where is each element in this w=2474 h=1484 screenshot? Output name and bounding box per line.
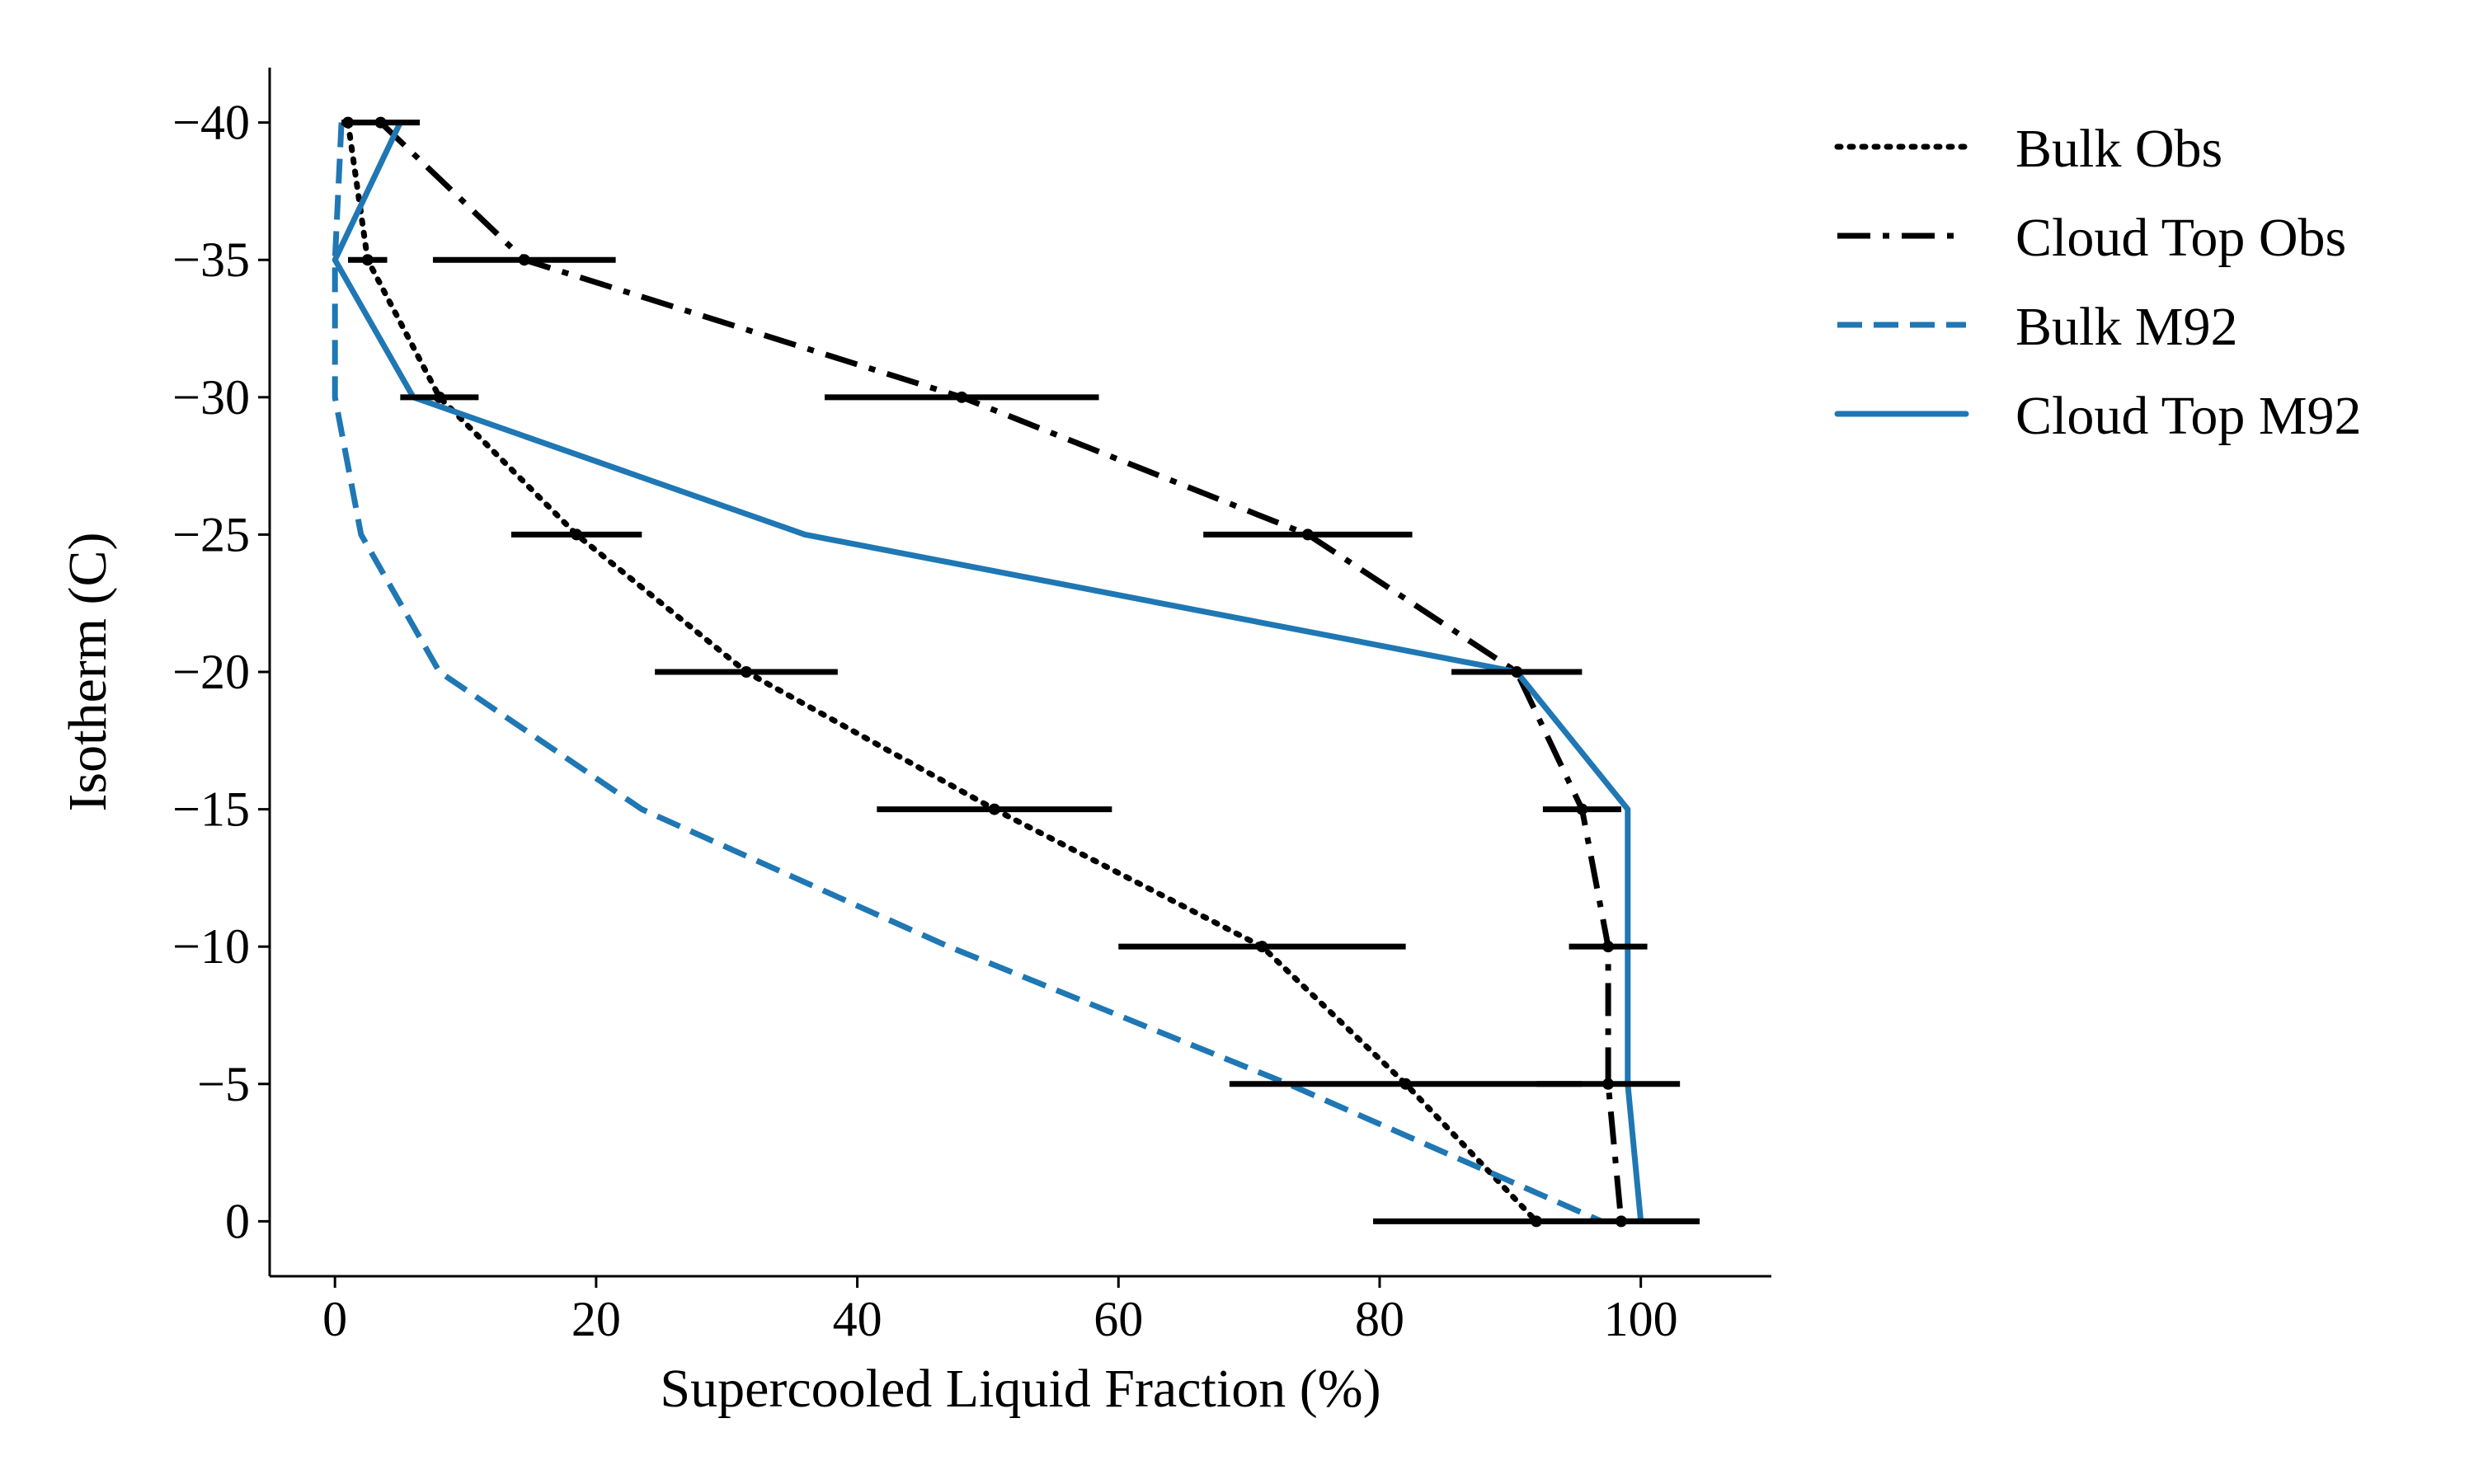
legend: Bulk Obs Cloud Top Obs Bulk M92 Cloud Top M… bbox=[1834, 119, 2362, 446]
series-line-bulk-obs bbox=[345, 120, 1540, 1224]
x-ticks: 0 20 40 60 80 100 bbox=[322, 1276, 1678, 1346]
data-point bbox=[956, 391, 968, 403]
axes: 0 20 40 60 80 100 −40 −35 −30 −25 −20 −15 −10 −5 0 Su… bbox=[58, 68, 1771, 1419]
y-tick-label: −20 bbox=[172, 645, 250, 699]
x-tick-label: 80 bbox=[1355, 1292, 1404, 1346]
markers bbox=[342, 116, 1627, 1228]
data-point bbox=[1301, 528, 1314, 541]
data-point bbox=[740, 666, 752, 678]
series-line-bulk-m92 bbox=[332, 122, 1603, 1224]
x-tick-label: 40 bbox=[833, 1292, 882, 1346]
y-tick-label: −30 bbox=[172, 370, 250, 425]
data-point bbox=[988, 803, 1000, 815]
data-point bbox=[433, 391, 445, 403]
x-axis-label: Supercooled Liquid Fraction (%) bbox=[660, 1359, 1380, 1419]
y-tick-label: 0 bbox=[225, 1194, 250, 1248]
plot-area bbox=[332, 116, 1700, 1228]
y-tick-label: −35 bbox=[172, 232, 250, 287]
data-point bbox=[374, 116, 387, 129]
data-point bbox=[1256, 941, 1268, 953]
data-point bbox=[571, 528, 583, 541]
y-axis-label: Isotherm (C) bbox=[58, 532, 118, 811]
data-point bbox=[361, 254, 374, 266]
error-bars bbox=[341, 120, 1700, 1224]
legend-label: Cloud Top M92 bbox=[2015, 386, 2362, 446]
series-line-cloud-top-obs bbox=[379, 120, 1625, 1222]
x-tick-label: 20 bbox=[571, 1292, 621, 1346]
y-ticks: −40 −35 −30 −25 −20 −15 −10 −5 0 bbox=[172, 96, 270, 1248]
data-point bbox=[1615, 1215, 1627, 1228]
data-point bbox=[342, 116, 355, 129]
legend-label: Bulk Obs bbox=[2015, 119, 2222, 179]
data-point bbox=[1530, 1215, 1542, 1228]
data-point bbox=[1511, 666, 1523, 678]
data-point bbox=[1602, 941, 1615, 953]
data-point bbox=[518, 254, 530, 266]
y-tick-label: −40 bbox=[172, 96, 250, 150]
data-point bbox=[1602, 1078, 1615, 1090]
y-tick-label: −10 bbox=[172, 919, 250, 974]
y-tick-label: −5 bbox=[197, 1057, 250, 1111]
legend-label: Bulk M92 bbox=[2015, 297, 2238, 357]
series-line-cloud-top-m92 bbox=[332, 120, 1644, 1224]
data-point bbox=[1399, 1078, 1412, 1090]
series-lines bbox=[332, 120, 1644, 1224]
x-tick-label: 60 bbox=[1094, 1292, 1143, 1346]
y-tick-label: −25 bbox=[172, 507, 250, 561]
y-tick-label: −15 bbox=[172, 782, 250, 837]
legend-label: Cloud Top Obs bbox=[2015, 208, 2346, 268]
data-point bbox=[1576, 803, 1588, 815]
x-tick-label: 100 bbox=[1604, 1292, 1678, 1346]
x-tick-label: 0 bbox=[322, 1292, 347, 1346]
